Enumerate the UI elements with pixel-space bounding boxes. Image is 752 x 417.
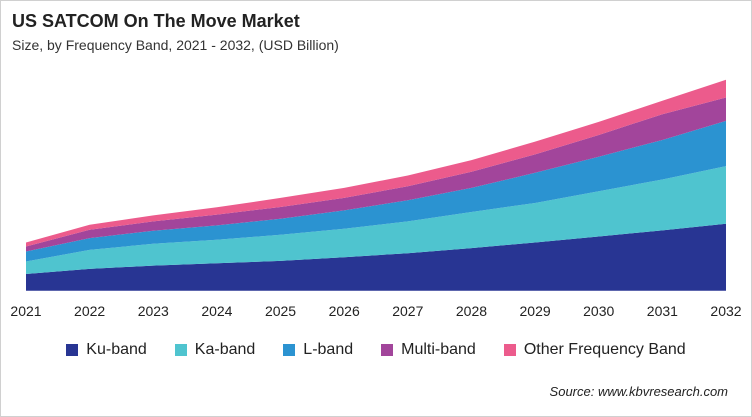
legend-swatch [503, 344, 516, 356]
x-tick-label: 2032 [710, 303, 741, 319]
area-l-band [26, 120, 726, 262]
x-tick-label: 2031 [647, 303, 678, 319]
area-multi-band [26, 97, 726, 252]
chart-subtitle: Size, by Frequency Band, 2021 - 2032, (U… [12, 37, 339, 53]
chart-title: US SATCOM On The Move Market [12, 11, 300, 31]
x-tick-label: 2028 [456, 303, 487, 319]
source-note: Source: www.kbvresearch.com [549, 384, 728, 399]
legend-swatch [66, 344, 79, 356]
legend-swatch [174, 344, 187, 356]
legend-item: L-band [283, 341, 353, 359]
x-tick-label: 2025 [265, 303, 296, 319]
x-tick-label: 2021 [10, 303, 41, 319]
x-tick-label: 2029 [520, 303, 551, 319]
x-tick-label: 2022 [74, 303, 105, 319]
legend-label: L-band [303, 341, 354, 358]
legend-swatch [381, 344, 394, 356]
legend-label: Other Frequency Band [523, 341, 686, 358]
x-tick-label: 2023 [138, 303, 169, 319]
legend-item: Ku-band [66, 341, 147, 359]
legend-item: Other Frequency Band [503, 341, 686, 359]
x-tick-label: 2024 [201, 303, 232, 319]
legend-label: Multi-band [401, 341, 476, 358]
legend-label: Ku-band [86, 341, 147, 358]
area-ka-band [26, 166, 726, 274]
legend-swatch [283, 344, 296, 356]
area-ku-band [26, 223, 726, 291]
x-tick-label: 2027 [392, 303, 423, 319]
x-tick-label: 2026 [329, 303, 360, 319]
legend-label: Ka-band [194, 341, 256, 358]
legend-item: Ka-band [174, 341, 256, 359]
legend-item: Multi-band [381, 341, 476, 359]
legend: Ku-band Ka-band L-band Multi-band Other Freq… [0, 341, 752, 359]
x-tick-label: 2030 [583, 303, 614, 319]
